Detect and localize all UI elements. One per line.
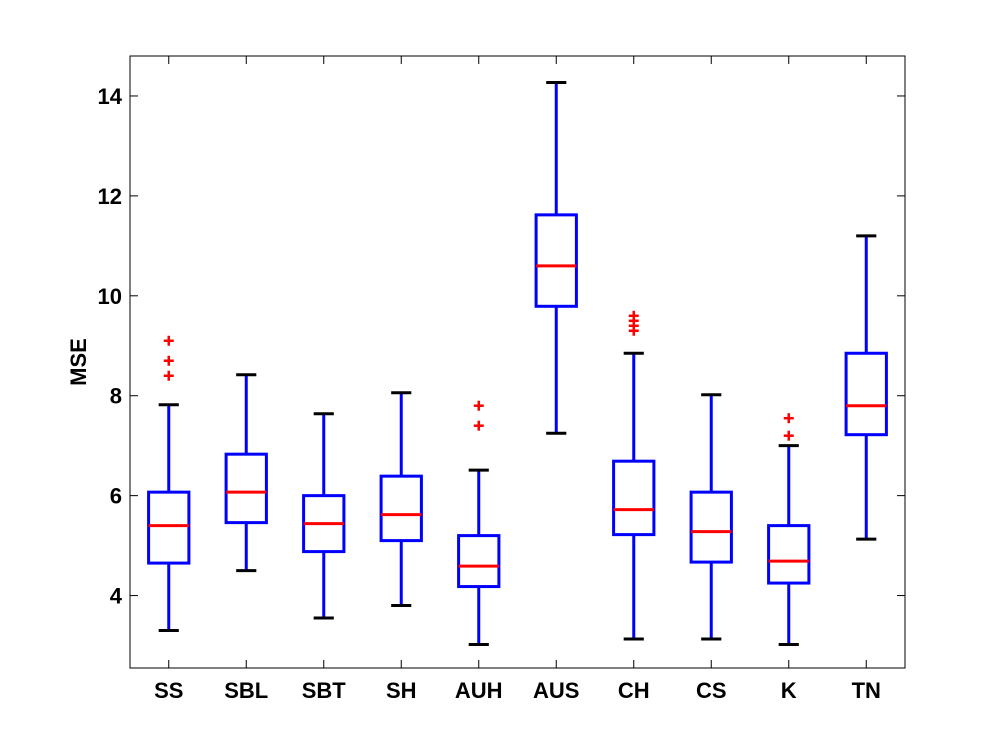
x-tick-label-cs: CS xyxy=(696,678,727,703)
box-group-cs xyxy=(689,393,733,641)
x-tick-label-tn: TN xyxy=(852,678,881,703)
x-axis: SS SBL SBT SH AUH AUS CH CS K TN xyxy=(154,56,881,703)
outlier-marker-ss-2 xyxy=(163,355,174,366)
x-tick-label-ch: CH xyxy=(618,678,650,703)
y-tick-label-4: 4 xyxy=(110,584,123,609)
iqr-box-sh xyxy=(379,474,423,543)
outlier-marker-auh-2 xyxy=(473,400,484,411)
x-tick-label-sbl: SBL xyxy=(224,678,268,703)
box-group-auh xyxy=(457,400,501,647)
plot-area xyxy=(130,56,905,668)
x-tick-label-aus: AUS xyxy=(533,678,579,703)
outlier-marker-ss-3 xyxy=(163,335,174,346)
y-tick-label-12: 12 xyxy=(98,184,122,209)
iqr-box-auh xyxy=(457,534,501,589)
x-tick-label-k: K xyxy=(781,678,797,703)
box-group-ch xyxy=(612,310,656,641)
y-tick-label-6: 6 xyxy=(110,484,122,509)
y-axis: 4 6 8 10 12 14 xyxy=(98,84,905,609)
outlier-marker-ch-4 xyxy=(628,310,639,321)
x-tick-label-ss: SS xyxy=(154,678,183,703)
iqr-box-ss xyxy=(147,490,191,565)
box-group-ss xyxy=(147,335,191,633)
outlier-marker-k-1 xyxy=(783,430,794,441)
box-group-aus xyxy=(534,80,578,435)
x-tick-label-auh: AUH xyxy=(455,678,503,703)
iqr-box-k xyxy=(767,524,811,585)
box-marks xyxy=(147,80,888,647)
iqr-box-cs xyxy=(689,490,733,564)
outlier-marker-auh-1 xyxy=(473,420,484,431)
y-tick-label-10: 10 xyxy=(98,284,122,309)
iqr-box-ch xyxy=(612,459,656,537)
outlier-marker-ss-1 xyxy=(163,370,174,381)
box-group-tn xyxy=(844,234,888,541)
box-group-sbt xyxy=(302,412,346,620)
x-tick-label-sbt: SBT xyxy=(302,678,347,703)
x-tick-label-sh: SH xyxy=(386,678,417,703)
y-axis-label: MSE xyxy=(66,338,91,386)
y-tick-label-14: 14 xyxy=(98,84,123,109)
box-group-sbl xyxy=(224,373,268,573)
y-tick-label-8: 8 xyxy=(110,384,122,409)
box-group-k xyxy=(767,413,811,647)
iqr-box-tn xyxy=(844,351,888,437)
iqr-box-aus xyxy=(534,213,578,308)
box-group-sh xyxy=(379,391,423,608)
outlier-marker-k-2 xyxy=(783,413,794,424)
plot-frame xyxy=(129,55,906,669)
iqr-box-sbl xyxy=(224,452,268,525)
